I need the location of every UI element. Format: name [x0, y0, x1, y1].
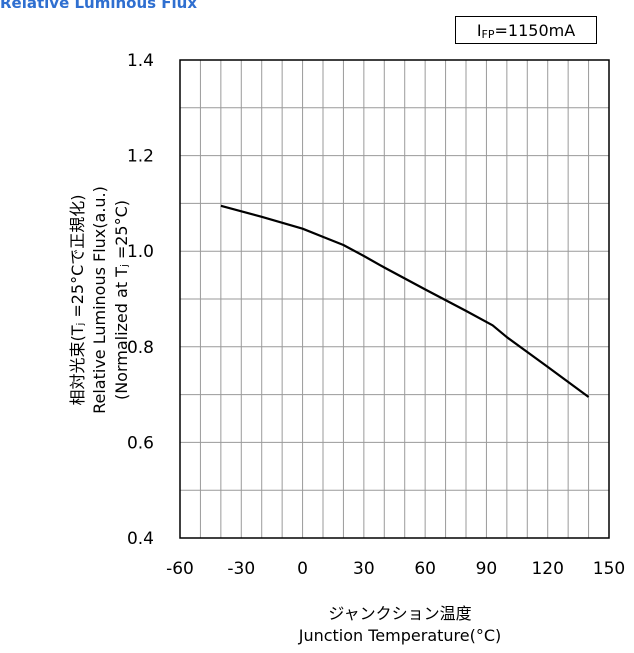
x-tick-label: 150 [593, 559, 625, 579]
x-axis-label-jp: ジャンクション温度 [328, 604, 472, 623]
chart-title: Relative Luminous Flux [0, 0, 198, 12]
x-tick-label: 120 [531, 559, 563, 579]
plot-area-border [179, 59, 610, 539]
x-axis-label-en: Junction Temperature(°C) [298, 626, 502, 645]
x-tick-label: 30 [353, 559, 375, 579]
legend-sub: FP [481, 28, 495, 41]
x-tick-label: -60 [166, 559, 194, 579]
y-tick-label: 1.0 [127, 242, 154, 262]
x-tick-label: 60 [414, 559, 436, 579]
y-axis-label: 相対光束(Tⱼ =25°Cで正規化) Relative Luminous Flu… [67, 186, 133, 414]
y-axis-label-en: Relative Luminous Flux(a.u.) [90, 186, 109, 414]
y-tick-label: 0.8 [127, 338, 154, 358]
y-tick-label: 1.4 [127, 51, 154, 71]
y-axis-label-jp: 相対光束(Tⱼ =25°Cで正規化) [68, 194, 87, 406]
x-tick-label: 90 [476, 559, 498, 579]
x-tick-label: -30 [227, 559, 255, 579]
series-line [220, 204, 590, 398]
legend-suffix: =1150mA [494, 21, 576, 40]
y-tick-label: 0.6 [127, 433, 154, 453]
legend-prefix: I [476, 21, 482, 40]
x-tick-label: 0 [297, 559, 308, 579]
y-tick-label: 1.2 [127, 147, 154, 167]
y-tick-label: 0.4 [127, 529, 154, 549]
legend-box: IFP=1150mA [455, 16, 597, 44]
y-axis-label-normalized: (Normalized at Tⱼ =25°C) [112, 199, 131, 401]
